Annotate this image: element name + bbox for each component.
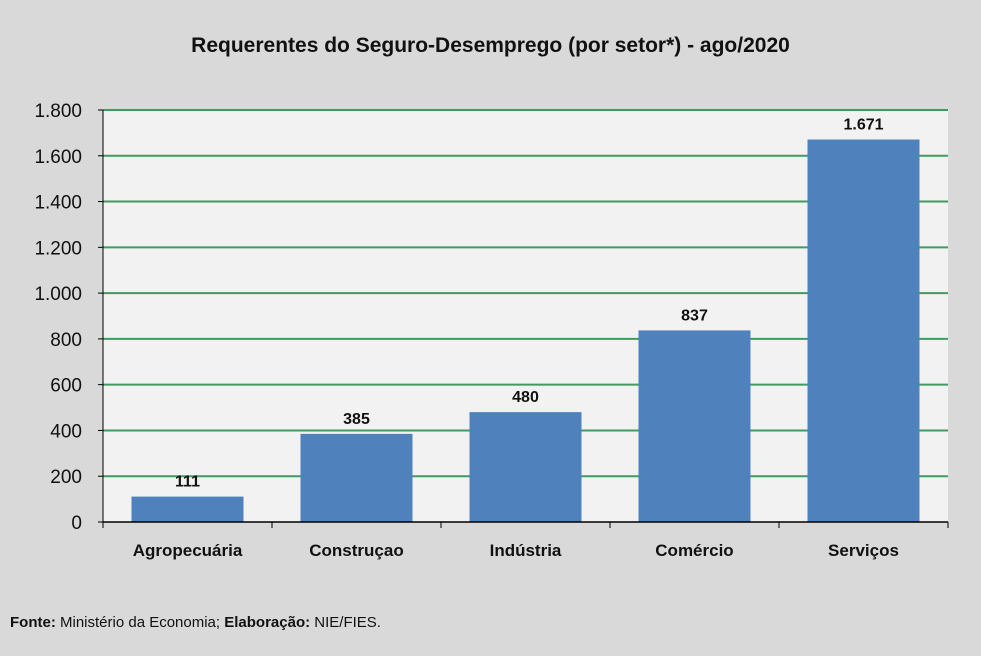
y-tick-label: 1.200	[34, 238, 82, 259]
x-tick-label: Indústria	[490, 541, 562, 560]
bar	[807, 139, 920, 522]
data-label: 480	[512, 389, 539, 406]
chart-title: Requerentes do Seguro-Desemprego (por se…	[191, 34, 790, 57]
source-value: Ministério da Economia;	[55, 614, 225, 631]
y-tick-label: 1.600	[34, 147, 82, 168]
data-label: 1.671	[843, 117, 883, 134]
y-tick-label: 1.000	[34, 284, 82, 305]
x-tick-label: Comércio	[655, 541, 733, 560]
bar	[300, 433, 413, 522]
x-tick-label: Construçao	[309, 541, 403, 560]
bar	[469, 412, 582, 522]
bar	[638, 330, 751, 522]
y-tick-label: 1.800	[34, 101, 82, 122]
x-tick-label: Serviços	[828, 541, 899, 560]
source-note: Fonte: Ministério da Economia; Elaboraçã…	[10, 614, 381, 631]
data-label: 111	[175, 474, 200, 491]
y-tick-label: 600	[50, 376, 82, 397]
y-tick-label: 200	[50, 467, 82, 488]
bar	[131, 496, 244, 522]
source-label: Fonte:	[10, 614, 56, 631]
y-tick-label: 0	[71, 513, 82, 534]
credit-value: NIE/FIES.	[310, 614, 381, 631]
y-tick-label: 400	[50, 421, 82, 442]
data-label: 837	[681, 307, 708, 324]
credit-label: Elaboração:	[224, 614, 311, 631]
x-tick-label: Agropecuária	[133, 541, 243, 560]
y-tick-label: 1.400	[34, 193, 82, 214]
data-label: 385	[343, 411, 370, 428]
y-tick-label: 800	[50, 330, 82, 351]
